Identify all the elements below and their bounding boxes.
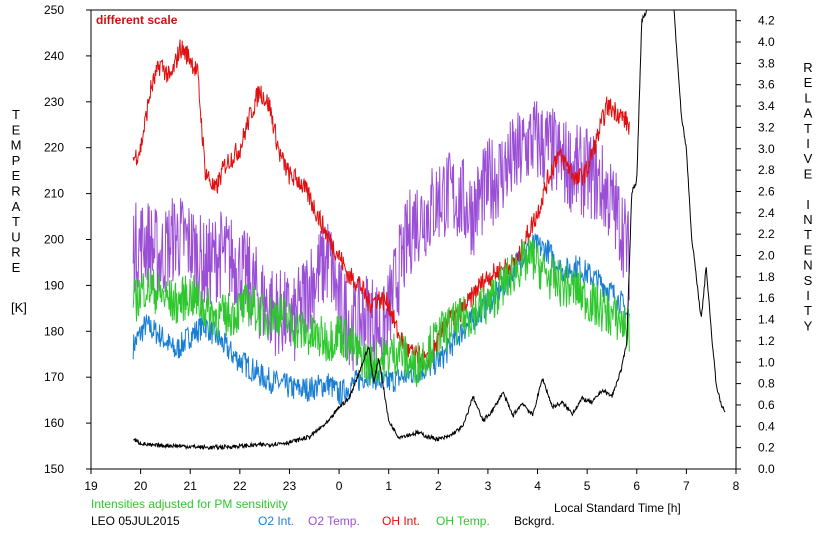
y-left-tick-label: 170 <box>44 370 64 384</box>
series-line-oh-temp <box>132 237 630 387</box>
y-left-tick-label: 190 <box>44 278 64 292</box>
y-axis-left-unit: [K] <box>11 300 27 315</box>
y-left-title-letter: T <box>12 107 20 122</box>
y-right-title-letter: N <box>803 212 812 227</box>
y-right-tick-label: 3.6 <box>758 78 775 92</box>
y-left-title-letter: R <box>11 184 20 199</box>
x-tick-label: 0 <box>336 479 343 493</box>
station-label: LEO 05JUL2015 <box>91 514 180 528</box>
series-line-oh-int <box>132 39 630 370</box>
y-left-tick-label: 230 <box>44 95 64 109</box>
y-right-tick-label: 1.6 <box>758 291 775 305</box>
series-line-bckgrd <box>133 10 726 451</box>
legend: O2 Int. O2 Temp. OH Int. OH Temp. Bckgrd… <box>258 514 555 528</box>
y-right-tick-label: 2.2 <box>758 227 775 241</box>
y-left-title-letter: E <box>12 168 21 183</box>
y-left-tick-label: 200 <box>44 233 64 247</box>
x-tick-label: 2 <box>435 479 442 493</box>
x-tick-label: 3 <box>485 479 492 493</box>
y-right-tick-label: 1.4 <box>758 313 775 327</box>
y-right-tick-label: 4.0 <box>758 35 775 49</box>
y-right-title-letter: E <box>804 75 813 90</box>
x-tick-label: 22 <box>233 479 247 493</box>
y-right-tick-label: 4.2 <box>758 14 775 28</box>
y-right-title-letter: S <box>804 273 813 288</box>
y-right-tick-label: 0.6 <box>758 398 775 412</box>
y-right-title-letter: L <box>804 90 811 105</box>
y-right-title-letter: I <box>806 136 810 151</box>
y-left-tick-label: 250 <box>44 3 64 17</box>
axis-layer: 19 20 21 22 23 0 1 2 3 4 5 6 7 8150160170180190200210… <box>44 3 775 493</box>
y-left-title-letter: U <box>11 229 20 244</box>
x-tick-label: 23 <box>283 479 297 493</box>
y-right-tick-label: 2.6 <box>758 184 775 198</box>
y-right-tick-label: 0.4 <box>758 419 775 433</box>
series-line-o2-temp <box>132 101 630 371</box>
y-right-title-letter: R <box>803 60 812 75</box>
y-left-tick-label: 160 <box>44 416 64 430</box>
y-right-title-letter: E <box>804 166 813 181</box>
x-tick-label: 21 <box>184 479 198 493</box>
y-right-title-letter: I <box>806 197 810 212</box>
y-left-title-letter: A <box>12 199 21 214</box>
y-left-tick-label: 210 <box>44 187 64 201</box>
y-left-tick-label: 240 <box>44 49 64 63</box>
y-right-tick-label: 2.0 <box>758 249 775 263</box>
y-right-tick-label: 0.2 <box>758 441 775 455</box>
legend-entry-oh-temp: OH Temp. <box>436 514 490 528</box>
y-right-title-letter: I <box>806 288 810 303</box>
x-tick-label: 4 <box>534 479 541 493</box>
y-right-tick-label: 3.0 <box>758 142 775 156</box>
y-left-tick-label: 150 <box>44 462 64 476</box>
y-right-tick-label: 1.2 <box>758 334 775 348</box>
y-right-tick-label: 3.4 <box>758 99 775 113</box>
y-right-tick-label: 1.0 <box>758 355 775 369</box>
y-right-tick-label: 3.8 <box>758 56 775 70</box>
y-right-title-letter: T <box>804 121 812 136</box>
y-right-title-letter: N <box>803 258 812 273</box>
y-left-tick-label: 180 <box>44 324 64 338</box>
footer-note: Intensities adjusted for PM sensitivity <box>91 497 288 511</box>
y-right-tick-label: 2.8 <box>758 163 775 177</box>
y-right-title-letter: E <box>804 242 813 257</box>
legend-entry-o2-int: O2 Int. <box>258 514 294 528</box>
x-tick-label: 1 <box>385 479 392 493</box>
y-left-title-letter: M <box>11 138 22 153</box>
x-tick-label: 7 <box>683 479 690 493</box>
legend-entry-bckgrd: Bckgrd. <box>514 514 555 528</box>
y-right-tick-label: 3.2 <box>758 120 775 134</box>
legend-entry-oh-int: OH Int. <box>382 514 420 528</box>
y-right-title-letter: T <box>804 303 812 318</box>
y-right-tick-label: 0.0 <box>758 462 775 476</box>
y-right-tick-label: 1.8 <box>758 270 775 284</box>
y-left-tick-label: 220 <box>44 141 64 155</box>
y-left-title-letter: P <box>12 153 21 168</box>
x-tick-label: 19 <box>84 479 98 493</box>
x-tick-label: 6 <box>633 479 640 493</box>
x-axis-title: Local Standard Time [h] <box>554 501 681 515</box>
y-left-title-letter: R <box>11 245 20 260</box>
y-right-title-letter: A <box>804 106 813 121</box>
y-right-title-letter: Y <box>804 318 813 333</box>
y-right-tick-label: 2.4 <box>758 206 775 220</box>
y-left-title-letter: T <box>12 214 20 229</box>
y-left-title-letter: E <box>12 260 21 275</box>
series-line-o2-int <box>132 233 630 407</box>
y-left-title-letter: E <box>12 122 21 137</box>
y-right-title-letter: V <box>804 151 813 166</box>
x-tick-label: 8 <box>733 479 740 493</box>
x-tick-label: 20 <box>134 479 148 493</box>
x-tick-label: 5 <box>584 479 591 493</box>
annotation-different-scale: different scale <box>96 13 178 27</box>
series-layer <box>132 10 726 451</box>
legend-entry-o2-temp: O2 Temp. <box>308 514 360 528</box>
y-right-tick-label: 0.8 <box>758 377 775 391</box>
y-right-title-letter: T <box>804 227 812 242</box>
